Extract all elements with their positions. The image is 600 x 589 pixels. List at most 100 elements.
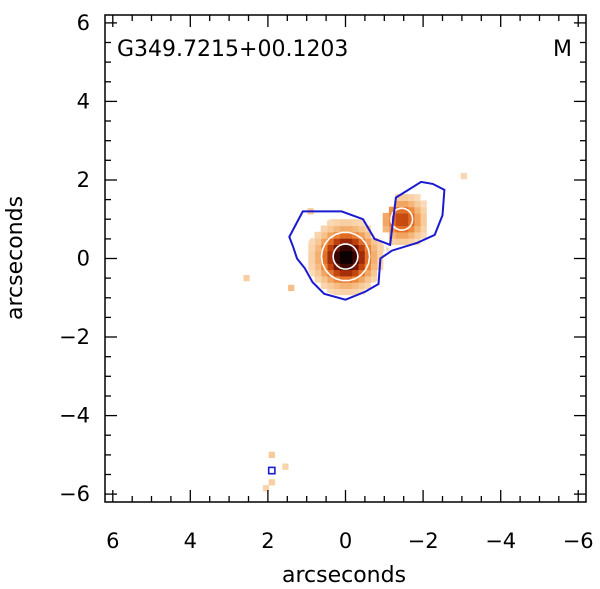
image-pixel <box>407 219 415 227</box>
image-pixel <box>357 250 365 258</box>
image-pixel <box>308 250 316 258</box>
image-pixel <box>401 194 409 201</box>
image-pixel <box>314 256 322 264</box>
image-pixel <box>407 212 415 220</box>
image-pixel <box>395 219 402 227</box>
image-pixel <box>345 225 353 233</box>
image-pixel <box>370 250 378 258</box>
image-pixel <box>339 282 347 289</box>
image-pixel <box>388 206 396 214</box>
image-pixel <box>314 231 322 239</box>
image-pixel <box>333 288 340 296</box>
image-pixel <box>320 225 328 233</box>
image-pixel <box>395 212 402 220</box>
faint-pixel <box>268 451 275 458</box>
image-pixel <box>351 250 359 258</box>
image-pixel <box>339 238 347 245</box>
image-pixel <box>413 231 421 239</box>
image-pixel <box>351 263 359 271</box>
image-pixel <box>314 263 322 271</box>
image-pixel <box>339 275 347 283</box>
x-axis-title: arcseconds <box>282 563 406 588</box>
image-pixel <box>314 275 322 283</box>
image-pixel <box>357 269 365 277</box>
image-pixel <box>351 238 359 245</box>
y-tick-label: −4 <box>59 404 90 428</box>
image-pixel <box>314 269 322 277</box>
image-pixel <box>395 238 402 245</box>
x-tick-label: 0 <box>339 529 352 553</box>
image-pixel <box>320 256 328 264</box>
image-pixel <box>333 250 340 258</box>
image-pixel <box>326 282 334 289</box>
image-pixel <box>413 225 421 233</box>
image-pixel <box>401 206 409 214</box>
faint-pixel <box>288 284 295 292</box>
image-pixel <box>320 250 328 258</box>
faint-pixel <box>243 275 250 282</box>
image-pixel <box>407 238 415 245</box>
image-pixel <box>420 206 427 214</box>
image-pixel <box>370 244 378 252</box>
image-pixel <box>351 225 359 233</box>
image-pixel <box>413 219 421 227</box>
image-pixel <box>364 269 371 277</box>
image-pixel <box>308 263 316 271</box>
image-pixel <box>395 200 402 208</box>
image-pixel <box>413 238 421 245</box>
faint-pixel <box>282 463 289 470</box>
image-pixel <box>407 206 415 214</box>
image-pixel <box>351 282 359 289</box>
contours <box>267 180 446 475</box>
image-pixel <box>308 269 316 277</box>
image-pixel <box>320 238 328 245</box>
small-contour <box>267 466 276 475</box>
image-pixel <box>357 263 365 271</box>
image-pixel <box>370 238 378 245</box>
image-pixel <box>326 225 334 233</box>
y-tick-labels: −6 −4 −2 0 2 4 6 <box>59 11 90 506</box>
image-pixel <box>333 269 340 277</box>
image-pixel <box>345 256 353 264</box>
axis-ticks <box>105 15 586 502</box>
image-pixel <box>395 231 402 239</box>
image-pixel <box>314 238 322 245</box>
image-pixel <box>364 275 371 283</box>
image-pixel <box>364 238 371 245</box>
image-pixel <box>351 219 359 227</box>
image-pixel <box>407 200 415 208</box>
image-pixel <box>345 275 353 283</box>
image-pixel <box>333 282 340 289</box>
image-pixel <box>320 269 328 277</box>
image-pixel <box>326 269 334 277</box>
image-pixel <box>333 219 340 227</box>
image-pixel <box>320 275 328 283</box>
y-axis-title: arcseconds <box>3 196 28 320</box>
inner-contour <box>390 207 414 231</box>
image-pixel <box>382 244 390 252</box>
image-pixel <box>420 212 427 220</box>
image-pixel <box>364 225 371 233</box>
image-pixel <box>413 200 421 208</box>
x-tick-label: 6 <box>106 529 119 553</box>
image-pixel <box>320 231 328 239</box>
image-pixel <box>308 244 316 252</box>
x-tick-label: 4 <box>184 529 197 553</box>
image-pixel <box>388 212 396 220</box>
inner-contour <box>320 231 371 282</box>
image-pixel <box>420 219 427 227</box>
image-pixel <box>351 256 359 264</box>
image-pixel <box>345 238 353 245</box>
image-pixel <box>339 269 347 277</box>
image-pixel <box>364 256 371 264</box>
image-pixel <box>376 250 384 258</box>
image-pixel <box>339 231 347 239</box>
image-pixel <box>395 194 402 201</box>
image-pixel <box>326 256 334 264</box>
y-tick-label: 4 <box>77 89 90 113</box>
image-pixel <box>345 282 353 289</box>
image-pixel <box>357 288 365 296</box>
image-pixel <box>357 275 365 283</box>
